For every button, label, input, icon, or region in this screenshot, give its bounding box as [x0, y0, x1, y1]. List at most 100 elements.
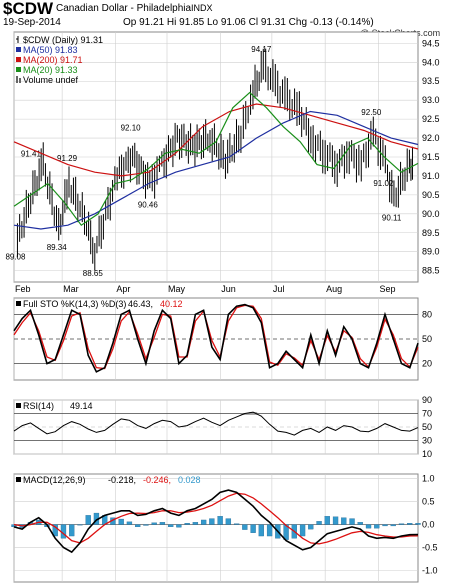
price-legend-entry: MA(50) 91.83: [23, 45, 78, 55]
x-axis-month-label: Jun: [221, 284, 236, 294]
sto-legend-d-value: 40.12: [160, 299, 183, 309]
price-annotation: 91.29: [57, 154, 78, 163]
x-axis-month-label: Jul: [273, 284, 285, 294]
price-annotation: 89.08: [5, 253, 26, 262]
ma20-line: [13, 91, 419, 227]
macd-histogram-bar: [332, 516, 339, 525]
rsi-tick-label: 90: [422, 395, 432, 405]
macd-histogram-bar: [225, 518, 232, 525]
macd-histogram-bar: [135, 524, 141, 528]
macd-histogram-bar: [242, 524, 248, 530]
rsi-overbought-fill: [248, 412, 258, 415]
rsi-legend-value: 49.14: [70, 401, 93, 411]
price-annotation: 90.11: [382, 214, 402, 223]
price-tick-label: 94.0: [422, 57, 440, 67]
macd-tick-label: -0.5: [422, 543, 438, 553]
macd-histogram-bar: [407, 523, 413, 525]
price-annotation: 88.65: [83, 269, 104, 278]
price-tick-label: 94.5: [422, 38, 440, 48]
macd-histogram-bar: [233, 523, 240, 525]
sto-tick-label: 20: [422, 359, 432, 369]
legend-marker-ma: [16, 67, 21, 72]
macd-histogram-bar: [324, 516, 330, 525]
macd-histogram-bar: [168, 524, 174, 528]
rsi-tick-label: 10: [422, 449, 432, 459]
price-legend-entry: MA(20) 91.33: [23, 65, 78, 75]
macd-histogram-bar: [316, 521, 322, 525]
x-axis-month-label: Sep: [379, 284, 395, 294]
price-annotation: 92.50: [361, 108, 382, 117]
sto-legend-marker: [16, 301, 21, 306]
macd-histogram-bar: [85, 515, 91, 525]
sto-tick-label: 50: [422, 334, 432, 344]
sto-k-line: [13, 303, 419, 373]
macd-tick-label: 0.0: [422, 520, 435, 530]
macd-histogram-bar: [217, 516, 223, 525]
macd-histogram-bar: [184, 523, 190, 525]
sto-tick-label: 80: [422, 309, 432, 319]
macd-tick-label: 1.0: [422, 474, 435, 484]
rsi-tick-label: 70: [422, 409, 432, 419]
macd-histogram-bar: [126, 521, 133, 525]
macd-histogram-bar: [390, 524, 396, 527]
macd-histogram-bar: [77, 524, 83, 526]
macd-histogram-bar: [118, 518, 124, 525]
macd-histogram-bar: [382, 524, 388, 527]
price-legend-entry: Volume undef: [23, 75, 79, 85]
rsi-tick-label: 50: [422, 422, 432, 432]
macd-tick-label: 0.5: [422, 497, 435, 507]
price-annotation: 91.02: [373, 179, 394, 188]
price-tick-label: 92.5: [422, 114, 440, 124]
macd-legend-name: MACD(12,26,9): [23, 475, 86, 485]
price-tick-label: 93.5: [422, 76, 440, 86]
macd-legend-marker: [16, 477, 21, 482]
price-tick-label: 88.5: [422, 266, 440, 276]
legend-marker-ma: [16, 47, 21, 52]
macd-legend-hist-value: 0.028: [178, 475, 201, 485]
x-axis-month-label: Apr: [116, 284, 130, 294]
price-annotation: 90.46: [138, 200, 159, 209]
macd-histogram-bar: [357, 522, 363, 525]
sto-legend-name: Full STO %K(14,3) %D(3): [23, 299, 126, 309]
legend-marker-ma: [16, 57, 21, 62]
price-tick-label: 92.0: [422, 133, 440, 143]
macd-histogram-bar: [151, 522, 157, 525]
price-tick-label: 89.0: [422, 247, 440, 257]
x-axis-month-label: Aug: [326, 284, 342, 294]
macd-histogram-bar: [299, 524, 306, 537]
macd-histogram-bar: [349, 518, 355, 525]
rsi-legend-name: RSI(14): [23, 401, 54, 411]
macd-histogram-bar: [415, 523, 421, 525]
exchange-label: INDX: [191, 3, 213, 13]
price-annotation: 89.34: [47, 243, 68, 252]
quote-date: 19-Sep-2014: [3, 17, 61, 28]
price-tick-label: 89.5: [422, 228, 440, 238]
macd-legend-macd-value: -0.218,: [108, 475, 136, 485]
macd-histogram-bar: [266, 524, 273, 537]
macd-histogram-bar: [374, 524, 380, 529]
macd-histogram-bar: [341, 517, 347, 525]
price-tick-label: 90.5: [422, 190, 440, 200]
price-annotation: 92.10: [121, 123, 142, 132]
ma50-line: [13, 110, 419, 230]
macd-histogram-bar: [250, 524, 256, 533]
price-legend-entry: $CDW (Daily) 91.31: [23, 35, 103, 45]
price-tick-label: 91.0: [422, 171, 440, 181]
instrument-name: Canadian Dollar - Philadelphia: [56, 3, 192, 14]
price-legend-entry: MA(200) 91.71: [23, 55, 83, 65]
macd-histogram-bar: [159, 522, 166, 525]
macd-histogram-bar: [398, 523, 405, 525]
legend-marker-volume: [16, 76, 18, 83]
macd-histogram-bar: [200, 519, 207, 525]
x-axis-month-label: May: [168, 284, 186, 294]
macd-line: [13, 489, 419, 554]
price-tick-label: 90.0: [422, 209, 440, 219]
macd-histogram-bar: [52, 524, 58, 537]
price-annotation: 94.17: [251, 45, 272, 54]
macd-legend-signal-value: -0.246,: [143, 475, 171, 485]
price-annotation: 91.41: [21, 149, 42, 158]
x-axis-month-label: Mar: [63, 284, 79, 294]
macd-tick-label: -1.0: [422, 566, 438, 576]
